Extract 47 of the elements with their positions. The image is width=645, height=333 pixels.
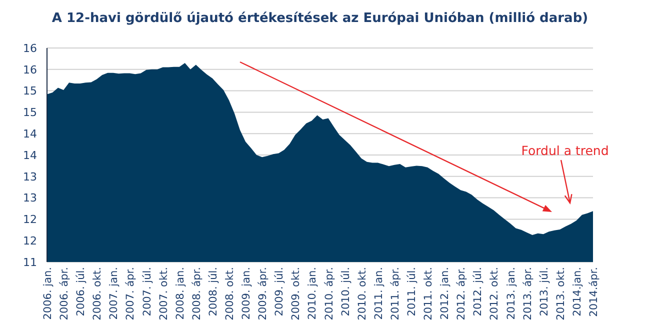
- x-tick-label: 2007. júl.: [141, 267, 154, 316]
- x-tick-label: 2008. ápr.: [190, 267, 203, 320]
- x-tick-label: 2013. jan.: [505, 267, 518, 320]
- y-tick-label: 16: [23, 42, 37, 55]
- x-tick-label: 2012. okt.: [488, 267, 501, 320]
- x-tick-label: 2008. jan.: [174, 267, 186, 320]
- y-tick-label: 13: [23, 170, 37, 184]
- x-tick-label: 2009. okt.: [290, 267, 302, 320]
- x-tick-label: 2011. okt.: [422, 267, 435, 320]
- x-tick-label: 2006. jan.: [42, 267, 54, 320]
- x-tick-label: 2012. ápr.: [456, 267, 468, 320]
- x-tick-label: 2008. júl.: [207, 267, 220, 316]
- y-tick-label: 15: [23, 84, 37, 98]
- x-tick-label: 2010. jan.: [306, 267, 319, 320]
- x-tick-label: 2012. jan.: [439, 267, 452, 320]
- chart-title: A 12-havi gördülő újautó értékesítések az Európai Unióban (millió darab): [52, 11, 588, 26]
- x-tick-label: 2008. okt.: [224, 267, 236, 320]
- x-tick-label: 2006. ápr.: [58, 267, 71, 320]
- x-tick-label: 2009. jan.: [240, 267, 253, 320]
- x-tick-label: 2011. jan.: [372, 267, 385, 320]
- y-tick-label: 14: [23, 127, 37, 140]
- y-tick-label: 11: [23, 256, 37, 269]
- x-tick-label: 2010. ápr.: [323, 267, 336, 320]
- x-tick-label: 2009. júl.: [274, 267, 286, 316]
- x-tick-label: 2007. ápr.: [124, 267, 137, 320]
- annotation: Fordul a trend: [521, 143, 609, 158]
- y-tick-label: 12: [23, 213, 37, 226]
- x-tick-label: 2011. ápr.: [389, 267, 402, 320]
- x-tick-label: 2010. júl.: [340, 267, 352, 316]
- x-tick-label: 2006. okt.: [92, 267, 104, 320]
- y-tick-label: 16: [23, 63, 37, 76]
- y-tick-label: 15: [23, 106, 37, 120]
- x-tick-label: 2012. júl.: [472, 267, 484, 316]
- y-tick-label: 12: [23, 234, 37, 248]
- x-tick-label: 2010. okt.: [356, 267, 368, 320]
- x-tick-label: 2013. ápr.: [522, 267, 534, 320]
- x-tick-label: 2013. okt.: [554, 267, 567, 320]
- x-tick-label: 2011. júl.: [406, 267, 418, 316]
- x-tick-label: 2013. júl.: [538, 267, 550, 316]
- x-tick-label: 2007. okt.: [158, 267, 170, 320]
- y-tick-label: 14: [23, 148, 37, 162]
- x-tick-label: 2009. ápr.: [257, 267, 270, 320]
- x-tick-label: 2014.jan.: [571, 267, 584, 316]
- x-tick-label: 2014.ápr.: [588, 267, 600, 317]
- x-tick-label: 2007. jan.: [108, 267, 120, 320]
- y-tick-label: 13: [23, 192, 37, 205]
- x-tick-label: 2006. júl.: [75, 267, 88, 316]
